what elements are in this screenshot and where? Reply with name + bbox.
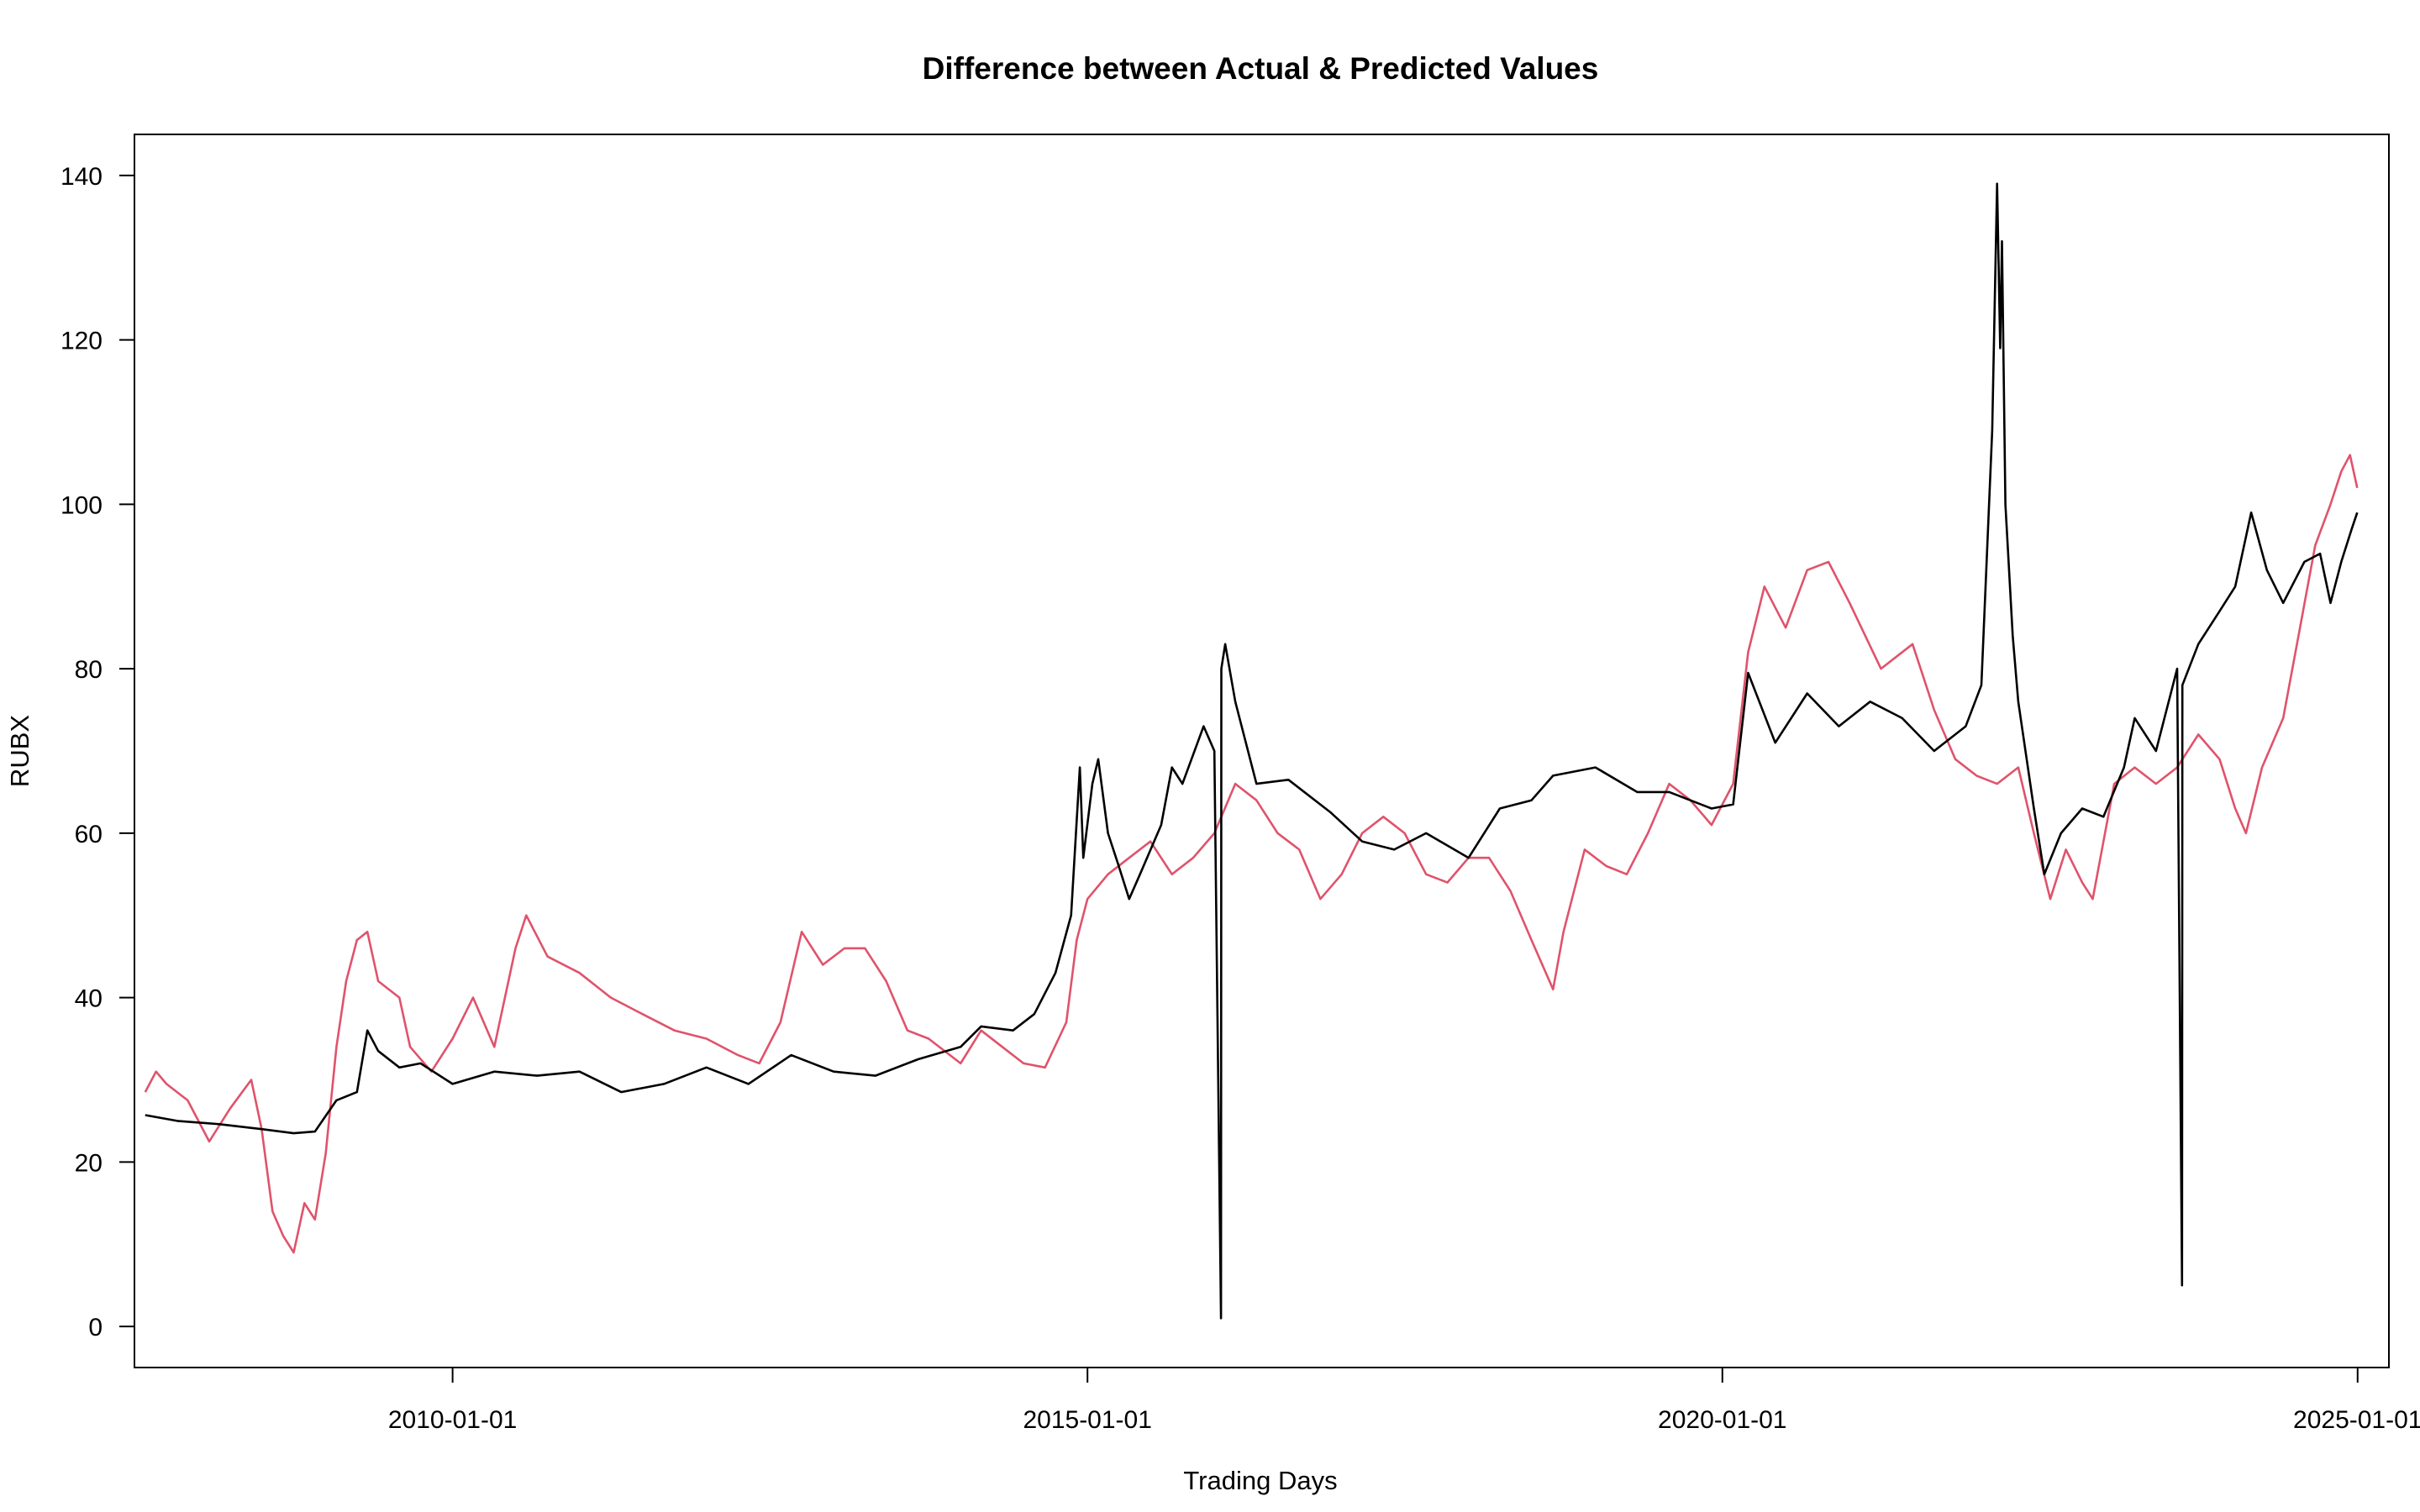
y-tick-label: 80: [75, 656, 103, 684]
x-tick-label: 2025-01-01: [2293, 1406, 2420, 1434]
y-tick-label: 120: [60, 328, 103, 355]
x-axis-label: Trading Days: [1183, 1466, 1337, 1495]
y-tick-label: 60: [75, 821, 103, 848]
y-tick-label: 20: [75, 1149, 103, 1177]
y-tick-label: 0: [88, 1314, 103, 1341]
series-layer: [144, 182, 2359, 1320]
y-tick-label: 100: [60, 491, 103, 519]
x-axis: 2010-01-01 2015-01-01 2020-01-01 2025-01-01: [388, 1368, 2420, 1434]
x-tick-label: 2010-01-01: [388, 1406, 517, 1434]
x-tick-label: 2020-01-01: [1658, 1406, 1786, 1434]
series-line-actual: [145, 182, 2359, 1320]
plot-frame: [134, 134, 2390, 1368]
y-axis-label: RUBX: [5, 715, 34, 787]
x-tick-label: 2015-01-01: [1023, 1406, 1151, 1434]
series-line-predicted: [144, 454, 2359, 1254]
y-tick-label: 140: [60, 163, 103, 191]
y-tick-label: 40: [75, 985, 103, 1013]
y-axis: 0 20 40 60 80 100 120 140: [60, 163, 134, 1341]
chart-title: Difference between Actual & Predicted Va…: [923, 51, 1599, 86]
